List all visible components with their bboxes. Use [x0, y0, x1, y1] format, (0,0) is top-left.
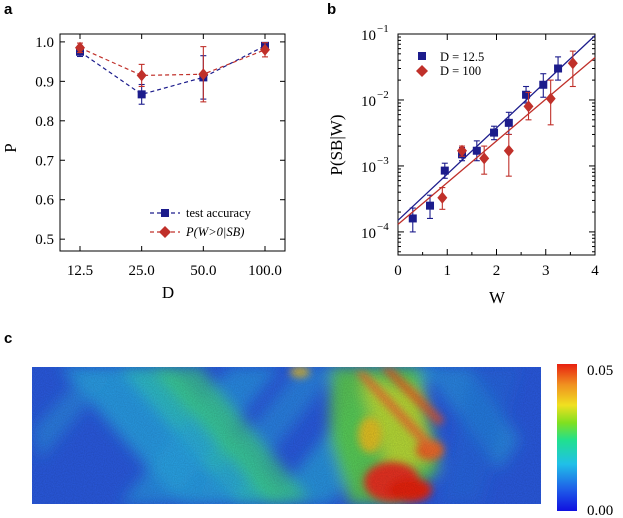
panel-a-series-p-w-0-sb [75, 41, 270, 103]
legend-marker-test-accuracy [161, 209, 169, 217]
panel-b-xtick-label: 1 [444, 263, 452, 279]
panel-a-point [260, 43, 270, 56]
panel-b-series-d-12-5 [397, 34, 596, 233]
panel-a-point [136, 69, 147, 82]
panel-b-ytick-label: 10 [361, 226, 376, 242]
panel-b-point [472, 146, 481, 155]
panel-b-point [522, 90, 531, 99]
panel-a-xtick-label: 100.0 [248, 263, 282, 279]
panel-b-point [523, 100, 534, 113]
panel-b-point [408, 214, 417, 223]
panel-a-ytick-label: 0.5 [35, 232, 54, 248]
panel-b-point [457, 144, 468, 157]
panel-b-point [479, 152, 490, 165]
panel-b-point [545, 92, 556, 105]
panel-b-point [567, 57, 578, 70]
panel-b-fit-line-d-12-5 [397, 34, 596, 221]
panel-b-fit-line-d-100 [397, 57, 596, 225]
panel-b-chart: 0 1 2 3 410−410−310−210−1 W P(SB|W) D = 12.5… [327, 23, 599, 307]
panel-a-series-test-accuracy [76, 41, 269, 105]
panel-a-line-p-w-0-sb [79, 47, 266, 77]
panel-b-xtick-label: 3 [542, 263, 550, 279]
panel-a-ytick-label: 1.0 [35, 35, 54, 51]
panel-a-line-test-accuracy [79, 45, 266, 96]
panel-b-ylabel: P(SB|W) [327, 114, 346, 175]
legend-marker-d-100 [416, 65, 428, 77]
panel-a-point [137, 90, 146, 99]
colorbar-max-label: 0.05 [587, 363, 613, 379]
panel-a-xtick-label: 25.0 [129, 263, 155, 279]
panel-b-xtick-label: 0 [394, 263, 402, 279]
panel-c-letter: c [4, 330, 12, 347]
panel-a-xtick-label: 50.0 [190, 263, 216, 279]
panel-b-series-d-100 [397, 50, 596, 225]
panel-b-ytick-label-exponent: −2 [377, 89, 389, 101]
panel-a-ylabel: P [1, 143, 20, 152]
panel-a-xlabel: D [162, 283, 174, 302]
panel-a-chart: 0.50.60.70.80.91.012.5 25.0 50.0 100.0 D P … [1, 33, 286, 302]
panel-a-letter: a [4, 1, 13, 18]
panel-b-point [426, 201, 435, 210]
panel-a-point [198, 68, 209, 81]
panel-a-legend: test accuracy P(W>0|SB) [150, 206, 252, 239]
panel-a-ytick-label: 0.6 [35, 193, 54, 209]
heatmap-texture [32, 367, 541, 504]
panel-a-ytick-label: 0.8 [35, 114, 54, 130]
panel-a-ytick-label: 0.7 [35, 153, 54, 169]
panel-b-xtick-label: 4 [591, 263, 599, 279]
panel-b-point [504, 118, 513, 127]
colorbar-min-label: 0.00 [587, 503, 613, 518]
legend-marker-p-w-sb [159, 226, 171, 238]
panel-a-xtick-label: 12.5 [67, 263, 93, 279]
panel-b-point [503, 144, 514, 157]
panel-b-point [554, 64, 563, 73]
panel-a-frame [59, 33, 286, 252]
panel-b-ytick-label: 10 [361, 94, 376, 110]
panel-b-ytick-label-exponent: −4 [377, 221, 389, 233]
legend-label-test-accuracy: test accuracy [186, 206, 252, 220]
legend-label-d-12-5: D = 12.5 [440, 50, 484, 64]
panel-b-ytick-label: 10 [361, 160, 376, 176]
legend-marker-d-12-5 [418, 52, 426, 60]
panel-b-letter: b [327, 1, 336, 18]
panel-c-heatmap: 0.05 0.00 [32, 363, 613, 518]
panel-b-legend: D = 12.5 D = 100 [416, 50, 484, 78]
panel-b-point [440, 166, 449, 175]
legend-label-p-w-sb: P(W>0|SB) [185, 225, 244, 239]
panel-b-ytick-label-exponent: −1 [377, 23, 389, 35]
panel-b-xlabel: W [489, 288, 506, 307]
panel-a-point [75, 41, 85, 54]
panel-b-ytick-label-exponent: −3 [377, 155, 389, 167]
panel-b-point [490, 128, 499, 137]
panel-b-xtick-label: 2 [493, 263, 501, 279]
colorbar [557, 364, 577, 511]
panel-a-ytick-label: 0.9 [35, 74, 54, 90]
panel-b-point [539, 80, 548, 89]
panel-b-frame [397, 33, 596, 256]
panel-b-ytick-label: 10 [361, 28, 376, 44]
legend-label-d-100: D = 100 [440, 64, 481, 78]
panel-b-point [437, 191, 448, 204]
